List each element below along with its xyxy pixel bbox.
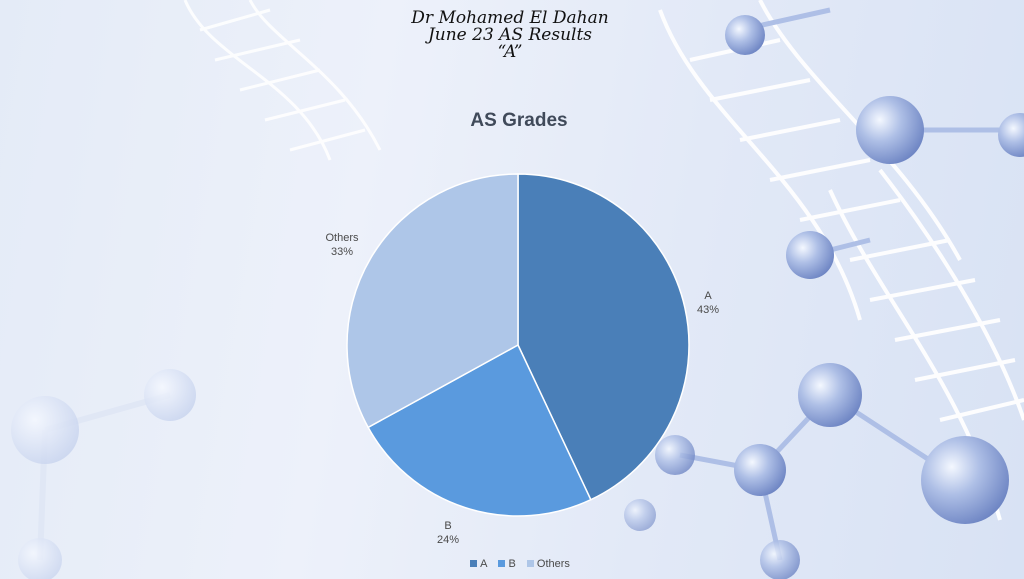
chart-title: AS Grades xyxy=(470,110,568,131)
pie-slice-a xyxy=(517,173,690,501)
slice-label-others-percent: 33% xyxy=(330,246,354,258)
slice-label-a-category: A xyxy=(704,290,712,302)
header-author: Dr Mohamed El Dahan xyxy=(411,8,609,28)
header-subtitle: June 23 AS Results xyxy=(427,25,593,45)
report-header: Dr Mohamed El Dahan June 23 AS Results “… xyxy=(300,10,720,61)
slice-label-b-category: B xyxy=(444,520,452,532)
slice-label-a: A 43% xyxy=(673,289,743,317)
legend-swatch-a xyxy=(470,560,478,567)
legend-label-others: Others xyxy=(536,558,570,570)
legend-label-a: A xyxy=(480,558,488,570)
legend-swatch-others xyxy=(526,560,534,567)
legend-item-others: Others xyxy=(526,558,570,570)
slice-label-others-category: Others xyxy=(325,232,359,244)
header-grade: “A” xyxy=(497,42,523,62)
slice-label-b: B 24% xyxy=(413,519,483,547)
legend-item-a: A xyxy=(470,558,487,570)
slice-label-others: Others 33% xyxy=(307,231,377,259)
slice-label-a-percent: 43% xyxy=(696,304,720,316)
pie-slice-others xyxy=(346,173,519,429)
legend-item-b: B xyxy=(498,558,516,570)
chart-legend: A B Others xyxy=(0,558,1024,570)
slice-label-b-percent: 24% xyxy=(436,534,460,546)
legend-swatch-b xyxy=(498,560,506,567)
pie-slice-b xyxy=(367,343,592,517)
legend-label-b: B xyxy=(508,558,516,570)
